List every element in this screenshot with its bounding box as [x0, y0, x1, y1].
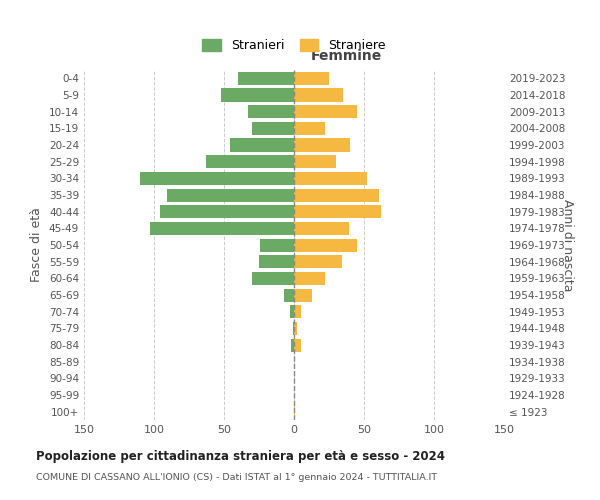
- Legend: Stranieri, Straniere: Stranieri, Straniere: [197, 34, 391, 57]
- Bar: [167, 188, 294, 202]
- Bar: [294, 188, 379, 202]
- Bar: [206, 155, 294, 168]
- Bar: [140, 172, 294, 185]
- Bar: [294, 305, 301, 318]
- Bar: [294, 272, 325, 285]
- Bar: [259, 255, 294, 268]
- Bar: [294, 122, 325, 135]
- Bar: [294, 238, 357, 252]
- Bar: [294, 288, 312, 302]
- Bar: [150, 222, 294, 235]
- Bar: [284, 288, 294, 302]
- Text: Popolazione per cittadinanza straniera per età e sesso - 2024: Popolazione per cittadinanza straniera p…: [36, 450, 445, 463]
- Bar: [294, 255, 341, 268]
- Y-axis label: Anni di nascita: Anni di nascita: [561, 198, 574, 291]
- Bar: [260, 238, 294, 252]
- Text: COMUNE DI CASSANO ALL'IONIO (CS) - Dati ISTAT al 1° gennaio 2024 - TUTTITALIA.IT: COMUNE DI CASSANO ALL'IONIO (CS) - Dati …: [36, 472, 437, 482]
- Bar: [238, 72, 294, 85]
- Bar: [248, 105, 294, 118]
- Bar: [252, 272, 294, 285]
- Bar: [294, 138, 350, 151]
- Bar: [291, 338, 294, 351]
- Bar: [221, 88, 294, 102]
- Bar: [294, 88, 343, 102]
- Bar: [160, 205, 294, 218]
- Bar: [294, 155, 336, 168]
- Bar: [252, 122, 294, 135]
- Bar: [293, 322, 294, 335]
- Bar: [294, 222, 349, 235]
- Bar: [294, 105, 357, 118]
- Y-axis label: Fasce di età: Fasce di età: [31, 208, 43, 282]
- Text: Femmine: Femmine: [311, 49, 382, 63]
- Bar: [230, 138, 294, 151]
- Bar: [290, 305, 294, 318]
- Bar: [294, 338, 301, 351]
- Bar: [294, 205, 381, 218]
- Bar: [294, 405, 295, 418]
- Bar: [294, 72, 329, 85]
- Bar: [294, 172, 367, 185]
- Bar: [294, 322, 297, 335]
